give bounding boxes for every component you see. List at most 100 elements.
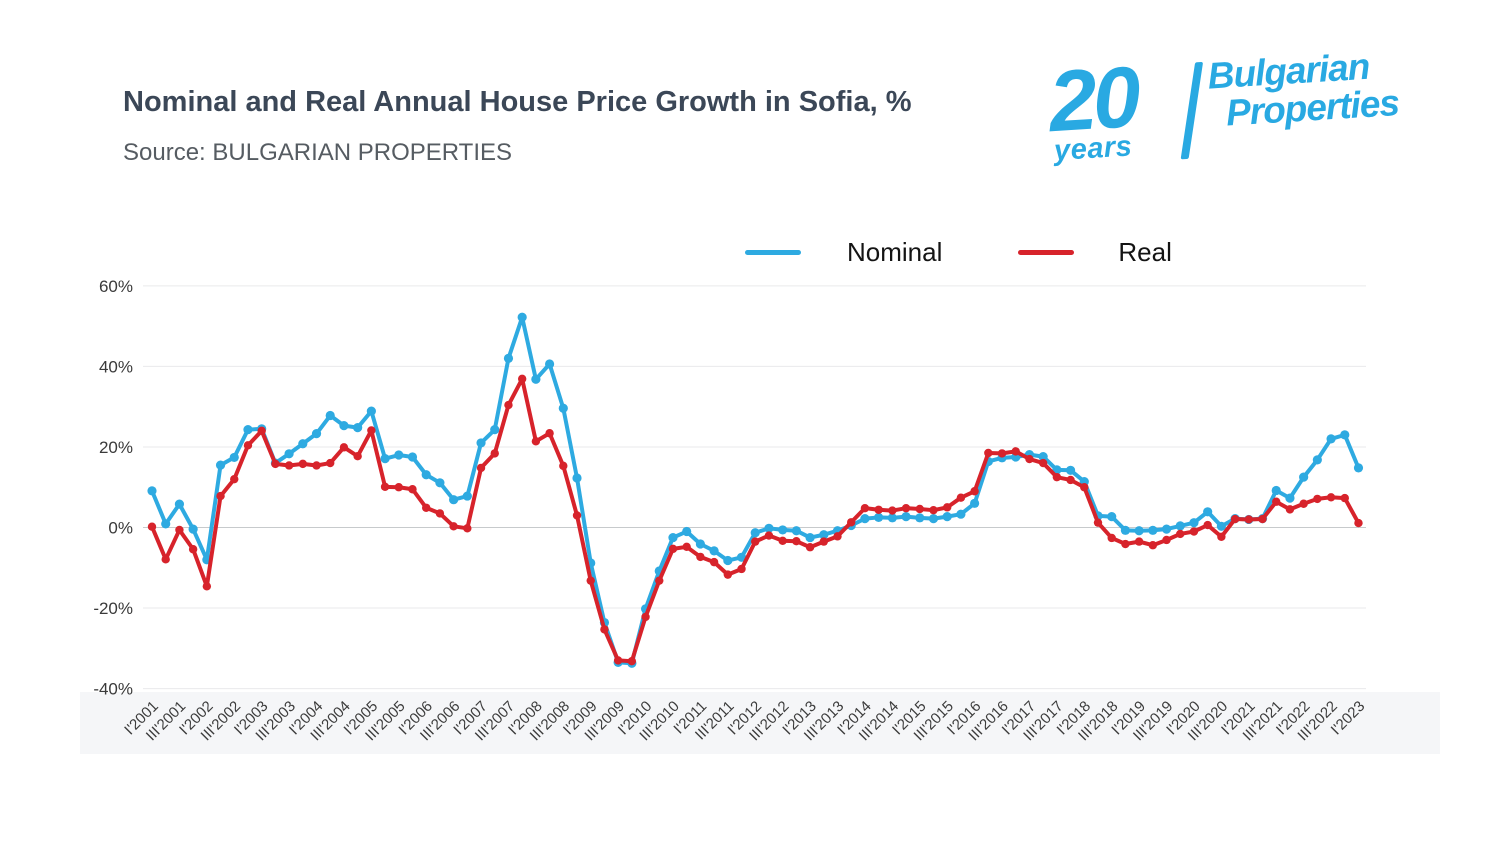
nominal-point	[188, 524, 198, 534]
real-point	[805, 543, 815, 552]
real-point	[1230, 514, 1240, 524]
nominal-point	[1175, 521, 1185, 531]
real-legend-label: Real	[1118, 236, 1172, 267]
real-point	[737, 564, 746, 574]
real-point	[764, 531, 774, 540]
nominal-point	[1161, 524, 1172, 534]
y-tick-label: 40%	[99, 357, 133, 376]
real-point	[1134, 537, 1144, 546]
real-point	[915, 504, 924, 514]
real-point	[1354, 518, 1363, 528]
legend: Nominal Real	[745, 236, 1172, 268]
y-tick-label: -20%	[93, 599, 133, 618]
nominal-point	[1148, 525, 1158, 535]
real-point	[833, 532, 842, 541]
nominal-point	[901, 512, 911, 522]
nominal-point	[668, 532, 678, 543]
nominal-point	[421, 470, 431, 480]
real-point	[531, 437, 541, 446]
real-point	[175, 525, 184, 535]
nominal-point	[942, 512, 952, 522]
real-point	[545, 429, 554, 438]
nominal-point	[311, 429, 322, 439]
real-point	[888, 506, 897, 515]
real-point	[847, 518, 856, 527]
real-point	[997, 449, 1007, 458]
nominal-point	[887, 513, 897, 523]
nominal-point	[174, 499, 185, 509]
real-point	[1189, 527, 1199, 536]
nominal-point	[956, 509, 966, 519]
nominal-point	[229, 452, 239, 463]
nominal-point	[695, 539, 706, 549]
nominal-point	[380, 454, 390, 464]
nominal-point	[1120, 525, 1131, 535]
real-point	[367, 426, 376, 435]
real-point	[435, 509, 445, 518]
nominal-point	[1326, 434, 1336, 444]
real-point	[668, 544, 678, 554]
nominal-point	[407, 452, 418, 462]
real-point	[641, 612, 650, 622]
nominal-point	[1299, 472, 1309, 482]
nominal-point	[339, 421, 349, 431]
real-point	[161, 555, 170, 564]
real-point	[298, 459, 308, 469]
real-point	[230, 474, 239, 484]
nominal-point	[517, 312, 527, 322]
real-point	[751, 537, 760, 546]
real-point	[517, 374, 527, 384]
real-point	[819, 537, 828, 546]
nominal-point	[1216, 521, 1226, 531]
nominal-point	[353, 423, 363, 433]
nominal-legend-label: Nominal	[847, 236, 943, 267]
nominal-point	[1271, 485, 1281, 496]
nominal-point	[1353, 463, 1364, 473]
nominal-point	[860, 514, 870, 524]
nominal-point	[558, 403, 568, 413]
y-tick-label: 0%	[108, 519, 133, 538]
nominal-point	[298, 439, 308, 449]
nominal-point	[1203, 507, 1213, 517]
nominal-point	[1312, 455, 1322, 465]
real-point	[1258, 514, 1267, 524]
nominal-point	[462, 491, 472, 501]
nominal-point	[874, 512, 884, 523]
real-point	[257, 426, 266, 436]
nominal-point	[970, 498, 980, 508]
real-point	[312, 461, 321, 470]
real-point	[380, 482, 390, 492]
nominal-point	[366, 406, 376, 416]
real-point	[1107, 533, 1116, 543]
y-tick-label: 20%	[99, 438, 133, 457]
nominal-point	[394, 450, 404, 460]
real-point	[284, 461, 294, 470]
real-point	[942, 503, 952, 512]
real-point	[984, 448, 993, 458]
nominal-point	[723, 555, 733, 566]
real-point	[956, 493, 966, 502]
real-point	[1080, 483, 1089, 492]
real-point	[216, 491, 225, 501]
nominal-point	[572, 473, 582, 483]
real-point	[1025, 454, 1034, 464]
real-point	[860, 503, 870, 513]
real-point	[1052, 472, 1062, 482]
real-point	[1326, 493, 1336, 502]
real-point	[1217, 532, 1226, 541]
real-point	[326, 458, 335, 468]
real-point	[1093, 518, 1103, 527]
nominal-legend-swatch	[745, 249, 801, 255]
real-point	[559, 461, 568, 471]
nominal-point	[1134, 526, 1144, 536]
real-point	[1038, 458, 1048, 468]
real-point	[901, 503, 911, 513]
y-tick-label: -40%	[93, 680, 133, 699]
y-tick-label: 60%	[99, 277, 133, 296]
chart-title: Nominal and Real Annual House Price Grow…	[123, 86, 912, 118]
real-point	[929, 505, 938, 515]
real-point	[778, 536, 787, 545]
real-point	[476, 463, 486, 473]
real-point	[572, 511, 582, 520]
